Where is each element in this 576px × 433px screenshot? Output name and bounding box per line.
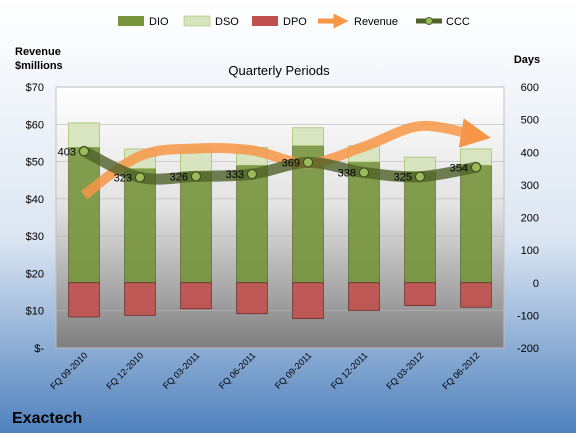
left-axis-tick: $40 — [26, 194, 44, 206]
bar-dio — [460, 164, 492, 284]
right-axis-tick: 300 — [521, 180, 539, 192]
right-axis-tick: 600 — [521, 82, 539, 94]
bar-dso — [404, 156, 436, 173]
bar-dpo — [68, 282, 100, 318]
chart-title: Quarterly Periods — [228, 63, 330, 78]
left-axis-tick: $- — [34, 343, 44, 355]
legend-swatch-ccc-marker — [425, 17, 433, 25]
legend-swatch-dpo — [252, 16, 278, 26]
bar-dio — [404, 171, 436, 284]
ccc-data-label: 323 — [114, 172, 132, 184]
right-axis-tick: -100 — [517, 310, 539, 322]
left-axis-tick: $50 — [26, 157, 44, 169]
ccc-point — [303, 157, 313, 168]
ccc-point — [359, 167, 369, 178]
ccc-point — [79, 146, 89, 157]
legend: DIO DSO DPO Revenue CCC — [118, 13, 470, 29]
data-labels: 403 323 326 333 369 338 325 354 — [58, 146, 468, 184]
bar-dso — [68, 122, 100, 148]
right-axis-label: Days — [514, 54, 540, 66]
ccc-data-label: 333 — [226, 169, 244, 181]
bar-dpo — [292, 282, 324, 319]
revenue-line — [81, 118, 491, 200]
bar-dio — [68, 147, 100, 284]
bar-dpo — [348, 282, 380, 311]
bar-dio — [348, 161, 380, 284]
ccc-point — [247, 169, 257, 180]
bar-dpo — [124, 282, 156, 316]
bar-dio — [180, 171, 212, 284]
right-axis-tick: 500 — [521, 115, 539, 127]
legend-label-revenue: Revenue — [354, 16, 398, 28]
left-axis-tick: $70 — [26, 82, 44, 94]
ccc-data-label: 369 — [282, 157, 300, 169]
bar-dio — [124, 168, 156, 284]
bar-dpo — [460, 282, 492, 308]
bar-dpo — [404, 282, 436, 306]
legend-swatch-dso — [183, 15, 211, 27]
legend-swatch-dio — [118, 16, 144, 26]
lines — [78, 118, 491, 200]
bar-dio — [236, 164, 268, 284]
left-axis-tick: $30 — [26, 231, 44, 243]
right-axis-tick: -200 — [517, 343, 539, 355]
right-axis-tick: 100 — [521, 245, 539, 257]
left-axis-tick: $20 — [26, 268, 44, 280]
ccc-data-label: 325 — [394, 172, 412, 184]
legend-label-dpo: DPO — [283, 16, 307, 28]
legend-label-dio: DIO — [149, 16, 169, 28]
bar-dpo — [236, 282, 268, 315]
bar-dpo — [180, 282, 212, 310]
ccc-point — [471, 162, 481, 173]
ccc-data-label: 338 — [338, 167, 356, 179]
company-name: Exactech — [12, 410, 82, 427]
left-axis-tick: $60 — [26, 119, 44, 131]
bars — [68, 122, 492, 319]
ccc-point — [191, 171, 201, 182]
right-axis-tick: 200 — [521, 213, 539, 225]
ccc-data-label: 326 — [170, 171, 188, 183]
legend-label-dso: DSO — [215, 16, 239, 28]
left-axis-label-line2: $millions — [15, 60, 63, 72]
bar-dso — [292, 127, 324, 147]
left-axis-label-line1: Revenue — [15, 46, 61, 58]
ccc-data-label: 354 — [450, 162, 468, 174]
right-axis-tick: 0 — [533, 278, 539, 290]
ccc-point — [135, 172, 145, 183]
ccc-data-label: 403 — [58, 146, 76, 158]
ccc-point — [415, 171, 425, 182]
legend-label-ccc: CCC — [446, 16, 470, 28]
right-axis-tick: 400 — [521, 147, 539, 159]
left-axis-tick: $10 — [26, 306, 44, 318]
